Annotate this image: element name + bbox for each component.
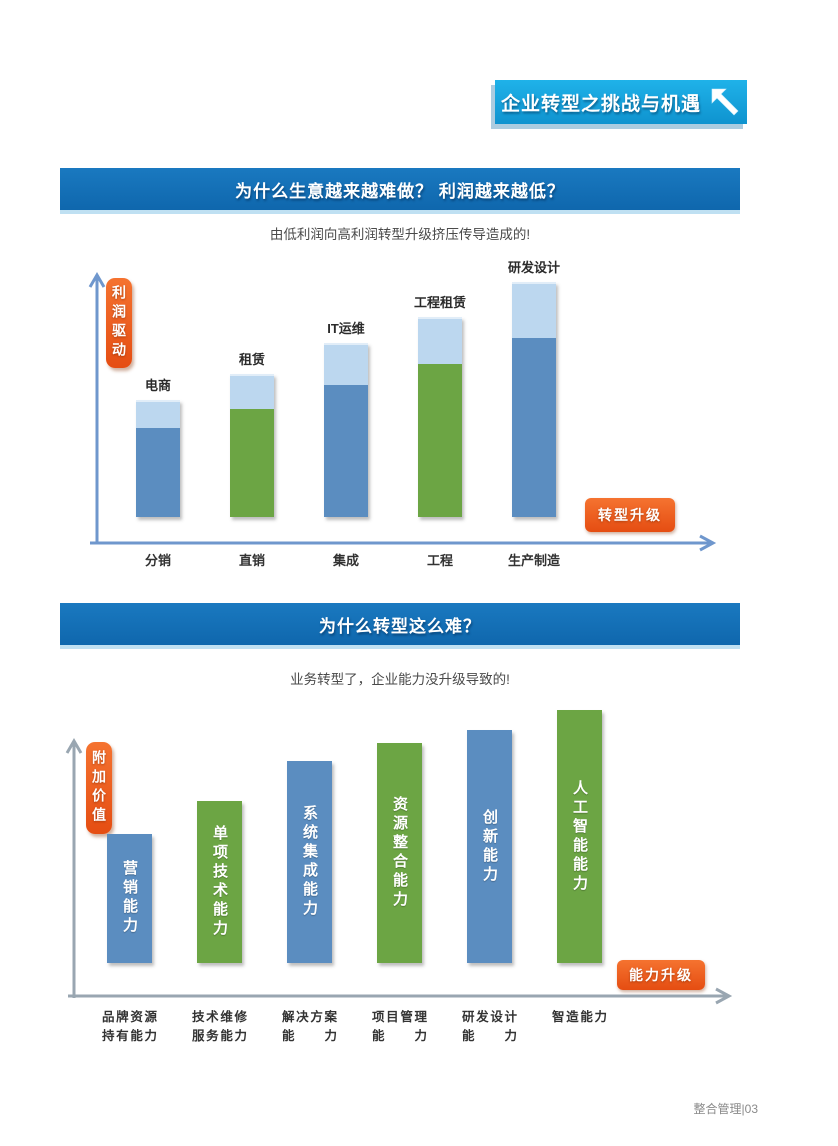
y-axis [88, 272, 106, 544]
x-axis-label: 解决方案 能力 [282, 1008, 337, 1047]
x-label-line2: 能力 [462, 1029, 517, 1044]
capability-bar: 单项技术能力 [197, 801, 242, 963]
profit-chart-axes [88, 272, 717, 552]
trend-badge-text: 转型升级 [598, 507, 662, 523]
capability-chart: 附加价值 能力升级 营销能力品牌资源持有能力 单项技术能力技术维修服务能力 系统集成… [60, 690, 760, 1050]
profit-lower-segment [418, 364, 462, 517]
x-label-line2: 服务能力 [192, 1029, 247, 1044]
y-axis-badge-text: 附加价值 [91, 750, 107, 826]
x-label-line2: 持有能力 [102, 1029, 157, 1044]
capability-chart-axes [65, 738, 733, 1005]
profit-lower-segment [136, 427, 180, 517]
trend-badge-text: 能力升级 [629, 967, 693, 983]
x-label-line1: 智造能力 [552, 1010, 607, 1024]
page-header-ribbon: 企业转型之挑战与机遇 [495, 80, 747, 124]
bar-vertical-label: 系统集成能力 [301, 804, 318, 919]
x-axis-label: 集成 [332, 553, 359, 568]
x-label-line1: 技术维修 [192, 1010, 247, 1024]
bar-top-label: 工程租赁 [413, 295, 466, 311]
x-axis-label: 工程 [426, 553, 453, 568]
y-axis-badge-profit: 利润驱动 [106, 278, 132, 368]
x-axis-label: 品牌资源 持有能力 [102, 1008, 157, 1047]
bar-top-label: IT运维 [327, 321, 365, 337]
bar-top-label: 研发设计 [507, 260, 560, 275]
bar-vertical-label: 人工智能能力 [571, 779, 588, 894]
x-axis-label: 项目管理 能力 [372, 1008, 427, 1047]
trend-badge-transform: 转型升级 [585, 498, 675, 532]
bar-vertical-label: 营销能力 [121, 860, 138, 937]
section2-subtitle: 业务转型了，企业能力没升级导致的! [290, 672, 510, 687]
stacked-bar [418, 317, 462, 517]
bar-vertical-label: 单项技术能力 [211, 825, 228, 940]
x-axis [68, 987, 733, 1005]
x-label-line1: 项目管理 [372, 1010, 427, 1024]
y-axis-badge-text: 利润驱动 [111, 285, 127, 361]
stacked-bar [324, 343, 368, 517]
x-axis-label: 生产制造 [507, 553, 560, 568]
capability-bar: 营销能力 [107, 833, 152, 963]
x-axis-label: 技术维修 服务能力 [192, 1008, 247, 1047]
section2-title: 为什么转型这么难？ [319, 616, 481, 636]
profit-chart: 利润驱动 转型升级 电商分销 租赁直销 IT运维集成 工程租赁工程 研发设计生产制造 [60, 250, 760, 580]
x-axis-label: 智造能力 [552, 1008, 607, 1027]
capability-bar: 资源整合能力 [377, 742, 422, 963]
x-axis-label: 分销 [144, 553, 171, 568]
page-title: 企业转型之挑战与机遇 [500, 93, 701, 115]
profit-upper-segment [324, 343, 368, 386]
x-label-line1: 品牌资源 [102, 1010, 157, 1024]
x-axis [90, 534, 717, 552]
bar-top-label: 电商 [144, 377, 171, 393]
profit-upper-segment [230, 373, 274, 409]
stacked-bar [512, 282, 556, 517]
x-label-line2: 能力 [372, 1029, 427, 1044]
profit-lower-segment [230, 408, 274, 517]
bar-vertical-label: 创新能力 [481, 808, 498, 885]
x-label-line2: 能力 [282, 1029, 337, 1044]
x-label-line1: 研发设计 [462, 1010, 517, 1024]
arrow-up-left-icon [711, 88, 739, 116]
section1-title: 为什么生意越来越难做？ 利润越来越低？ [235, 181, 565, 201]
y-axis-badge-value: 附加价值 [86, 742, 112, 834]
stacked-bar [136, 399, 180, 518]
x-label-line1: 解决方案 [282, 1010, 337, 1024]
bar-top-label: 租赁 [238, 351, 265, 367]
capability-bar: 系统集成能力 [287, 760, 332, 963]
stacked-bar [230, 373, 274, 517]
bar-vertical-label: 资源整合能力 [391, 795, 408, 910]
section2-banner: 为什么转型这么难？ [60, 603, 740, 649]
trend-badge-capability: 能力升级 [617, 960, 705, 990]
profit-lower-segment [324, 385, 368, 517]
section1-banner: 为什么生意越来越难做？ 利润越来越低？ [60, 168, 740, 214]
profit-lower-segment [512, 338, 556, 517]
x-axis-label: 研发设计 能力 [462, 1008, 517, 1047]
section1-subtitle: 由低利润向高利润转型升级挤压传导造成的! [269, 227, 531, 242]
capability-bar: 创新能力 [467, 730, 512, 963]
y-axis [65, 738, 83, 998]
capability-bar: 人工智能能力 [557, 710, 602, 963]
profit-upper-segment [418, 317, 462, 365]
footer-page-number: 整合管理|03 [693, 1102, 758, 1116]
x-axis-label: 直销 [238, 553, 265, 568]
profit-upper-segment [136, 399, 180, 428]
profit-upper-segment [512, 282, 556, 339]
